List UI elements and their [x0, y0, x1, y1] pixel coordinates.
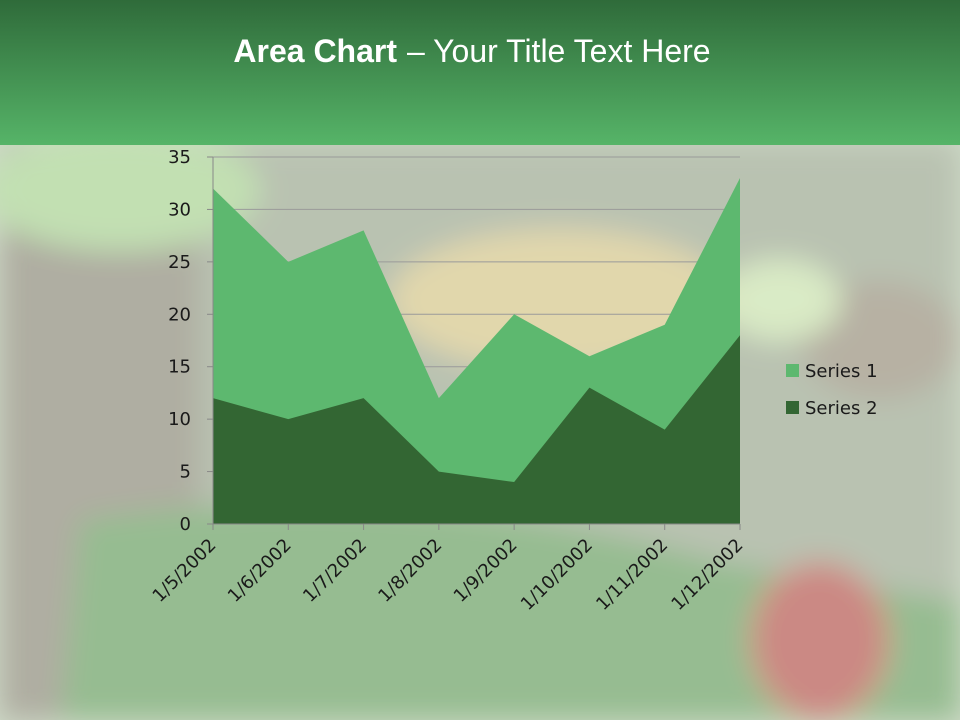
y-tick-label: 20 [168, 304, 191, 325]
background-photo [0, 130, 960, 720]
y-tick-label: 15 [168, 357, 191, 378]
y-tick-label: 25 [168, 252, 191, 273]
y-tick-label: 0 [180, 514, 191, 535]
title-rest: – Your Title Text Here [407, 33, 711, 69]
legend-swatch [786, 401, 799, 414]
legend-swatch [786, 364, 799, 377]
legend-label: Series 1 [805, 361, 878, 382]
legend-label: Series 2 [805, 398, 878, 419]
title-bold: Area Chart [233, 33, 397, 69]
y-tick-label: 30 [168, 199, 191, 220]
y-tick-label: 35 [168, 147, 191, 168]
header-bar [0, 0, 960, 145]
slide-title: Area Chart – Your Title Text Here [233, 33, 710, 69]
area [213, 335, 740, 524]
y-tick-label: 10 [168, 409, 191, 430]
y-tick-label: 5 [180, 462, 191, 483]
